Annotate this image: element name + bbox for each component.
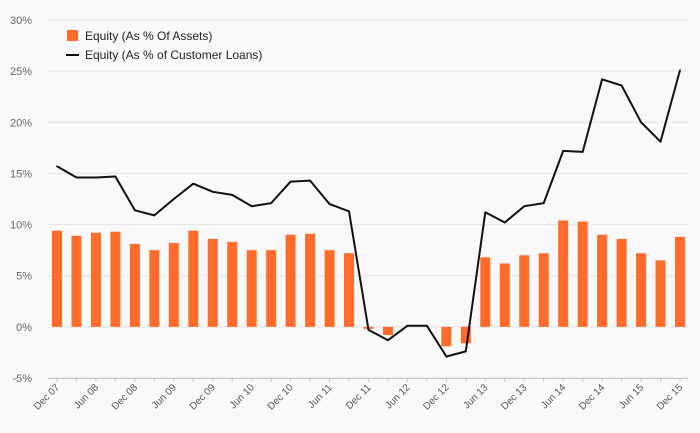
y-tick-label: 15% xyxy=(10,168,32,180)
x-tick-label: Dec 09 xyxy=(188,382,218,412)
bar xyxy=(441,326,452,347)
line-point xyxy=(562,150,564,152)
line-point xyxy=(445,355,448,358)
legend-swatch-assets xyxy=(67,30,78,41)
legend-label-loans: Equity (As % of Customer Loans) xyxy=(85,48,262,62)
bar xyxy=(636,253,647,327)
line-point xyxy=(581,151,584,153)
line-point xyxy=(250,205,253,207)
bar xyxy=(266,250,277,327)
bar xyxy=(499,263,510,327)
line-point xyxy=(620,84,623,87)
line-point xyxy=(231,194,234,196)
line-point xyxy=(484,211,487,214)
line-point xyxy=(328,203,331,205)
line-point xyxy=(406,325,409,327)
x-tick-label: Dec 08 xyxy=(110,382,140,412)
bar xyxy=(188,230,199,327)
line-point xyxy=(367,329,370,331)
line-point xyxy=(114,175,117,178)
x-tick-label: Jun 11 xyxy=(306,382,335,411)
x-tick-label: Dec 15 xyxy=(655,382,685,412)
bar xyxy=(675,236,685,327)
x-tick-label: Jun 10 xyxy=(228,382,257,411)
y-tick-label: 20% xyxy=(10,117,32,129)
line-point xyxy=(679,69,681,71)
line-point xyxy=(640,121,642,124)
bar xyxy=(129,244,140,327)
bar xyxy=(344,253,355,327)
bar xyxy=(460,326,471,344)
x-tick-label: Dec 12 xyxy=(421,382,451,412)
x-tick-label: Jun 08 xyxy=(72,382,101,411)
bar xyxy=(480,257,491,327)
x-tick-label: Jun 12 xyxy=(384,382,413,411)
legend-label-assets: Equity (As % Of Assets) xyxy=(85,29,212,43)
bar xyxy=(324,250,335,327)
x-tick-label: Jun 09 xyxy=(150,382,179,411)
legend: Equity (As % Of Assets) Equity (As % of … xyxy=(66,29,262,62)
bar xyxy=(246,250,257,327)
y-tick-label: 5% xyxy=(16,271,32,283)
line-point xyxy=(95,176,97,179)
bar xyxy=(519,255,530,327)
x-tick-label: Jun 15 xyxy=(617,382,646,411)
line-point xyxy=(601,78,603,81)
bar xyxy=(655,260,666,327)
x-tick-label: Dec 14 xyxy=(577,382,607,412)
bar xyxy=(577,221,588,327)
bar xyxy=(149,250,160,327)
line-point xyxy=(289,180,292,183)
line-point xyxy=(75,176,78,179)
line-point xyxy=(309,179,311,182)
line-point xyxy=(270,202,272,204)
bar xyxy=(227,241,238,327)
line-point xyxy=(173,198,175,200)
y-tick-label: -5% xyxy=(12,373,32,385)
bar xyxy=(110,231,121,327)
bar xyxy=(207,238,218,327)
bar xyxy=(538,253,549,327)
line-point xyxy=(542,202,545,204)
x-tick-label: Dec 10 xyxy=(266,382,296,412)
line-point xyxy=(211,191,214,193)
x-tick-label: Dec 11 xyxy=(344,382,374,412)
y-axis: -5% 0% 5% 10% 15% 20% 25% 30% xyxy=(10,15,32,385)
bar xyxy=(168,242,179,327)
bar xyxy=(616,238,627,327)
x-tick-label: Dec 07 xyxy=(32,382,62,412)
line-point xyxy=(56,165,58,168)
line-point xyxy=(503,221,506,224)
line-point xyxy=(426,325,428,327)
bar xyxy=(71,235,82,327)
line-point xyxy=(465,350,467,353)
line-point xyxy=(659,140,662,143)
line-point xyxy=(153,214,156,217)
bar xyxy=(52,230,62,327)
y-tick-label: 0% xyxy=(16,322,32,334)
bar xyxy=(597,234,608,327)
line-point xyxy=(523,205,526,207)
x-tick-label: Dec 13 xyxy=(499,382,529,412)
y-tick-label: 25% xyxy=(10,66,32,78)
line-point xyxy=(387,339,389,341)
line-series xyxy=(56,69,681,358)
bar xyxy=(305,233,316,327)
x-tick-label: Jun 13 xyxy=(461,382,490,411)
bar xyxy=(558,220,569,327)
x-axis: Dec 07 Jun 08 Dec 08 Jun 09 Dec 09 Jun 10 Dec … xyxy=(32,378,685,413)
x-tick-label: Jun 14 xyxy=(539,382,568,411)
bar xyxy=(285,234,296,327)
line-point xyxy=(192,182,195,185)
bar xyxy=(382,326,393,336)
y-tick-label: 10% xyxy=(10,220,32,232)
y-tick-label: 30% xyxy=(10,15,32,27)
bar xyxy=(90,232,101,327)
bar-series xyxy=(52,220,685,347)
line-point xyxy=(348,210,350,213)
line-point xyxy=(134,209,136,212)
